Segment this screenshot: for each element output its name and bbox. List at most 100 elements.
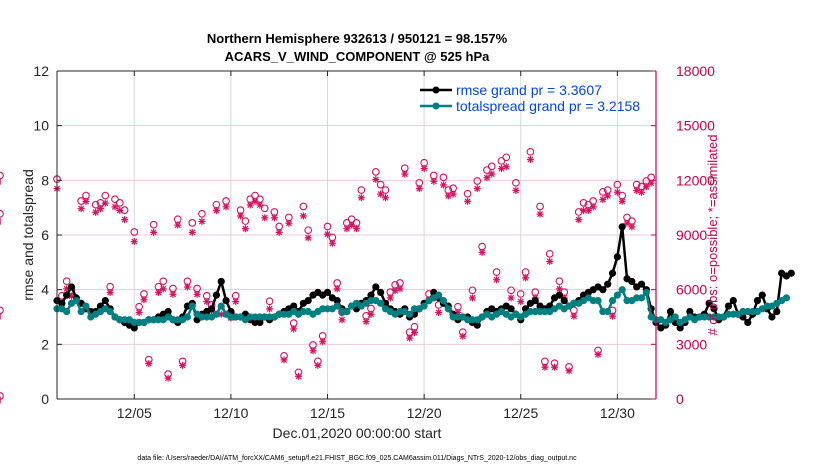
obs-possible-point bbox=[521, 268, 530, 276]
totalspread-point bbox=[77, 307, 85, 316]
obs-assimilated-point bbox=[628, 223, 636, 231]
obs-possible-point bbox=[613, 180, 622, 189]
y2-tick-label: 15000 bbox=[676, 118, 715, 134]
rmse-point bbox=[768, 313, 776, 321]
obs-assimilated-point bbox=[377, 190, 385, 198]
rmse-point bbox=[323, 288, 332, 296]
rmse-point bbox=[290, 302, 298, 310]
obs-assimilated-point bbox=[222, 203, 230, 211]
x-tick-label: 12/20 bbox=[407, 405, 442, 421]
chart-title: Northern Hemisphere 932613 / 950121 = 98… bbox=[207, 31, 508, 46]
obs-assimilated-point bbox=[140, 296, 148, 304]
obs-possible-point bbox=[275, 222, 284, 231]
rmse-point bbox=[507, 305, 515, 313]
obs-assimilated-point bbox=[154, 288, 162, 296]
legend-marker-totalspread bbox=[432, 102, 440, 110]
y-tick-label: 6 bbox=[41, 227, 49, 243]
obs-possible-point bbox=[299, 202, 308, 211]
rmse-point bbox=[212, 291, 221, 299]
rmse-point bbox=[744, 318, 752, 327]
obs-assimilated-point bbox=[493, 276, 501, 284]
rmse-point bbox=[710, 305, 718, 313]
obs-assimilated-point bbox=[502, 163, 510, 171]
obs-possible-point bbox=[507, 286, 515, 295]
rmse-point bbox=[787, 269, 795, 277]
rmse-point bbox=[222, 297, 230, 305]
obs-assimilated-point bbox=[328, 239, 336, 247]
obs-possible-point bbox=[135, 302, 143, 311]
obs-assimilated-point bbox=[314, 361, 322, 369]
obs-assimilated-point bbox=[473, 185, 481, 193]
obs-assimilated-point bbox=[92, 208, 100, 216]
obs-possible-point bbox=[526, 147, 535, 156]
obs-assimilated-point bbox=[96, 205, 104, 213]
y2-tick-label: 9000 bbox=[676, 227, 707, 243]
obs-possible-point bbox=[492, 268, 501, 276]
obs-possible-point bbox=[91, 200, 100, 209]
obs-assimilated-point bbox=[381, 194, 389, 202]
totalspread-point bbox=[604, 307, 612, 316]
lines-layer bbox=[53, 223, 795, 332]
rmse-point bbox=[304, 297, 312, 305]
obs-assimilated-point bbox=[613, 188, 621, 196]
rmse-point bbox=[729, 297, 737, 305]
obs-possible-point bbox=[202, 291, 211, 300]
obs-assimilated-point bbox=[439, 181, 447, 189]
rmse-point bbox=[130, 324, 138, 332]
obs-assimilated-point bbox=[270, 214, 278, 222]
obs-assimilated-point bbox=[517, 298, 525, 306]
obs-possible-point bbox=[381, 186, 390, 194]
obs-possible-point bbox=[193, 284, 201, 293]
obs-assimilated-point bbox=[401, 170, 409, 178]
obs-possible-point bbox=[483, 166, 491, 174]
obs-possible-point bbox=[429, 171, 438, 180]
obs-assimilated-point bbox=[261, 214, 269, 222]
rmse-point bbox=[377, 288, 385, 296]
obs-possible-point bbox=[115, 198, 124, 207]
obs-possible-point bbox=[270, 208, 279, 216]
rmse-point bbox=[367, 291, 375, 299]
obs-assimilated-point bbox=[174, 221, 182, 229]
obs-possible-point bbox=[62, 277, 71, 286]
obs-assimilated-point bbox=[77, 205, 85, 213]
obs-assimilated-point bbox=[372, 176, 380, 184]
obs-assimilated-point bbox=[246, 201, 254, 209]
obs-assimilated-point bbox=[309, 347, 317, 355]
obs-assimilated-point bbox=[164, 374, 172, 382]
obs-assimilated-point bbox=[647, 179, 655, 187]
y-tick-label: 0 bbox=[41, 391, 49, 407]
obs-assimilated-point bbox=[478, 248, 486, 256]
obs-possible-point bbox=[106, 282, 114, 291]
obs-assimilated-point bbox=[353, 225, 360, 233]
rmse-point bbox=[101, 297, 109, 305]
rmse-point bbox=[773, 307, 781, 316]
obs-assimilated-point bbox=[406, 334, 414, 342]
obs-possible-point bbox=[512, 178, 520, 187]
obs-possible-point bbox=[169, 284, 177, 293]
rmse-point bbox=[372, 283, 380, 291]
obs-assimilated-point bbox=[183, 283, 191, 291]
y-tick-label: 12 bbox=[33, 63, 49, 79]
totalspread-point bbox=[594, 297, 602, 305]
obs-assimilated-point bbox=[82, 197, 90, 205]
obs-assimilated-point bbox=[580, 206, 588, 214]
y2-tick-label: 3000 bbox=[676, 336, 707, 352]
obs-assimilated-point bbox=[609, 312, 617, 320]
obs-assimilated-point bbox=[570, 312, 578, 320]
obs-assimilated-point bbox=[536, 210, 544, 218]
obs-possible-point bbox=[198, 209, 206, 218]
obs-possible-point bbox=[236, 206, 245, 214]
x-axis-label: Dec.01,2020 00:00:00 start bbox=[273, 425, 442, 441]
obs-assimilated-point bbox=[193, 290, 201, 298]
obs-possible-point bbox=[111, 195, 119, 204]
obs-possible-point bbox=[502, 153, 511, 162]
obs-possible-point bbox=[574, 208, 583, 216]
obs-possible-point bbox=[140, 290, 148, 298]
rmse-point bbox=[63, 291, 71, 299]
obs-assimilated-point bbox=[116, 206, 124, 214]
legend: rmse grand pr = 3.3607 totalspread grand… bbox=[420, 82, 640, 114]
obs-possible-point bbox=[309, 341, 317, 349]
x-tick-label: 12/25 bbox=[503, 405, 538, 421]
obs-possible-point bbox=[323, 222, 332, 231]
obs-possible-point bbox=[478, 242, 486, 251]
